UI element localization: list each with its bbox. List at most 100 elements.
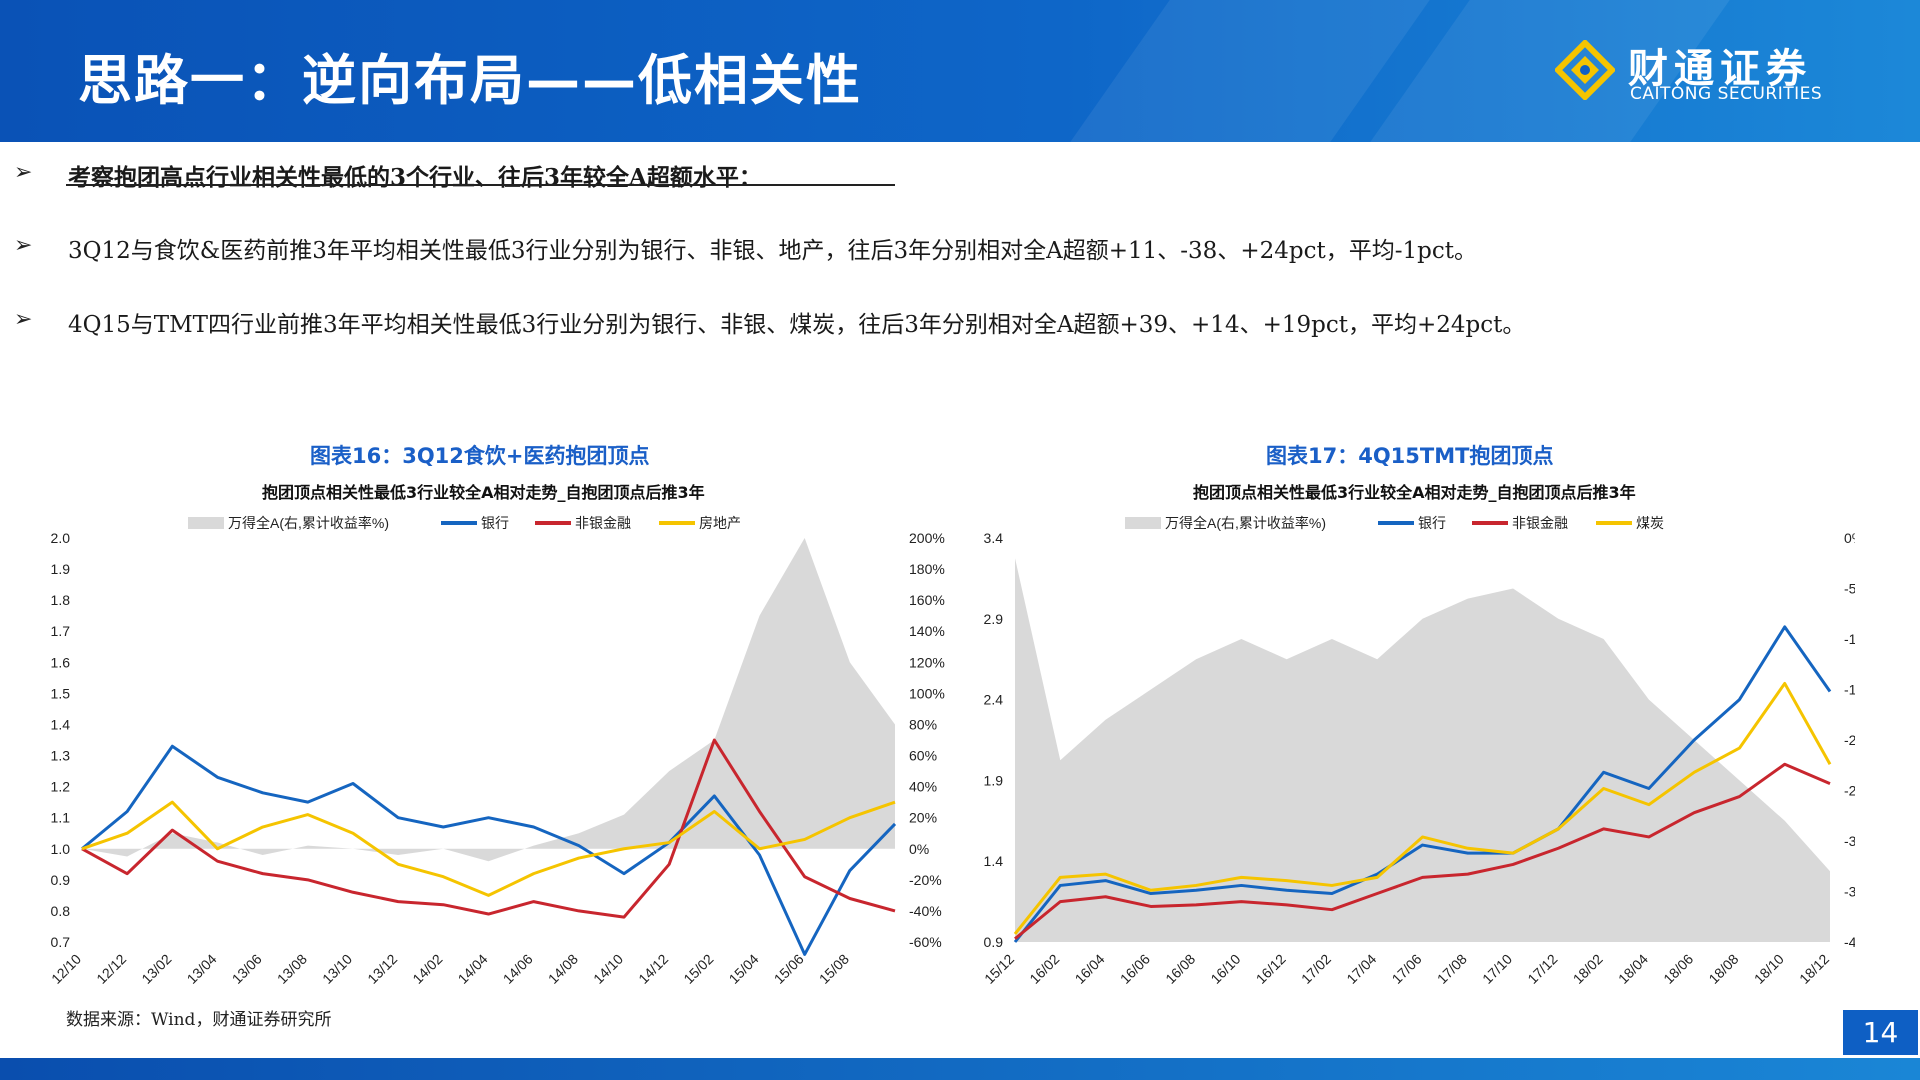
legend-label: 非银金融 [1512,515,1568,531]
x-tick-label: 15/12 [981,951,1017,987]
legend-swatch [1125,517,1161,529]
bullet-text-1: 3Q12与食饮&医药前推3年平均相关性最低3行业分别为银行、非银、地产，往后3年… [68,238,1477,264]
legend-label: 万得全A(右,累计收益率%) [228,515,389,531]
caitong-logo-icon [1555,40,1615,100]
y2-tick-label: 140% [909,623,945,639]
x-tick-label: 14/12 [635,951,671,987]
y-tick-label: 2.0 [51,530,71,546]
y2-tick-label: -5% [1844,581,1855,597]
y2-tick-label: 0% [909,841,929,857]
y2-tick-label: 60% [909,748,937,764]
y-tick-label: 0.9 [984,934,1004,950]
x-tick-label: 15/02 [680,951,716,987]
x-tick-label: 16/12 [1253,951,1289,987]
x-tick-label: 13/08 [274,951,310,987]
heading-underline [66,184,895,186]
chart-right: 0.9 1.4 1.9 2.4 2.9 3.4 -40% -35% -30% -25% -20% -1… [981,515,1855,987]
x-tick-label: 14/10 [590,951,626,987]
legend-swatch [188,517,224,529]
chart-subtitle: 抱团顶点相关性最低3行业较全A相对走势_自抱团顶点后推3年 [1193,483,1636,502]
bullet-marker: ➢ [14,307,33,332]
x-tick-label: 16/10 [1207,951,1243,987]
y-tick-label: 1.6 [51,654,71,670]
y2-tick-label: 80% [909,716,937,732]
y2-tick-label: 20% [909,810,937,826]
bullet-heading: 考察抱团高点行业相关性最低的3个行业、往后3年较全A超额水平： [68,164,762,191]
x-tick-label: 14/08 [545,951,581,987]
x-tick-label: 13/04 [184,951,220,987]
y-tick-label: 1.9 [984,772,1004,788]
y2-tick-label: -35% [1844,884,1855,900]
x-tick-label: 16/02 [1026,951,1062,987]
legend-label: 房地产 [699,515,741,531]
line-series-1 [1013,625,1832,943]
x-tick-label: 15/04 [726,951,762,987]
header-bar: 思路一：逆向布局——低相关性 财通证券 CAITONG SECURITIES [0,0,1920,142]
x-tick-label: 17/02 [1298,951,1334,987]
x-tick-label: 14/04 [455,951,491,987]
y-tick-label: 1.0 [51,841,71,857]
x-tick-label: 16/06 [1117,951,1153,987]
header-decoration [1070,0,1430,142]
x-tick-label: 18/02 [1570,951,1606,987]
y2-tick-label: -30% [1844,833,1855,849]
y-tick-label: 1.1 [51,810,71,826]
bullet-text-2: 4Q15与TMT四行业前推3年平均相关性最低3行业分别为银行、非银、煤炭，往后3… [68,312,1526,338]
x-tick-label: 15/06 [771,951,807,987]
y2-tick-label: 120% [909,654,945,670]
x-tick-label: 15/08 [816,951,852,987]
bullet-marker: ➢ [14,233,33,258]
y-tick-label: 3.4 [984,530,1004,546]
x-tick-label: 17/08 [1434,951,1470,987]
y-tick-label: 1.5 [51,685,71,701]
x-tick-label: 14/02 [409,951,445,987]
y-tick-label: 1.8 [51,592,71,608]
y2-tick-label: -20% [909,872,942,888]
y-tick-label: 1.3 [51,748,71,764]
y-tick-label: 2.4 [984,692,1004,708]
y2-tick-label: 160% [909,592,945,608]
line-series-1 [81,744,897,956]
chart-subtitle: 抱团顶点相关性最低3行业较全A相对走势_自抱团顶点后推3年 [262,483,705,502]
y2-tick-label: 200% [909,530,945,546]
y2-tick-label: -20% [1844,732,1855,748]
y2-tick-label: 180% [909,561,945,577]
x-tick-label: 17/10 [1479,951,1515,987]
x-tick-label: 16/08 [1162,951,1198,987]
legend-label: 万得全A(右,累计收益率%) [1165,515,1326,531]
legend-label: 银行 [481,515,509,531]
page-number: 14 [1843,1010,1918,1055]
y2-tick-label: 40% [909,779,937,795]
line-series-3 [1013,681,1832,935]
x-tick-label: 18/08 [1705,951,1741,987]
y2-tick-label: -60% [909,934,942,950]
y2-tick-label: 0% [1844,530,1855,546]
x-tick-label: 12/12 [93,951,129,987]
area-series-wind-a [82,538,895,862]
line-series-2 [1014,762,1831,940]
legend-label: 非银金融 [575,515,631,531]
brand-name-cn: 财通证券 [1628,46,1812,92]
legend-label: 煤炭 [1636,515,1664,531]
x-tick-label: 16/04 [1072,951,1108,987]
y-tick-label: 1.4 [984,853,1004,869]
x-tick-label: 17/04 [1343,951,1379,987]
y2-tick-label: -40% [1844,934,1855,950]
x-tick-label: 18/06 [1660,951,1696,987]
x-tick-label: 13/10 [319,951,355,987]
chart-left: 0.7 0.8 0.9 1.0 1.1 1.2 1.3 1.4 1.5 1.6 1.7 1.8 1.9 2… [48,515,945,987]
y-tick-label: 0.9 [51,872,71,888]
x-tick-label: 13/12 [364,951,400,987]
source-note: 数据来源：Wind，财通证券研究所 [66,1010,332,1030]
x-tick-label: 17/06 [1389,951,1425,987]
chart-title: 图表16：3Q12食饮+医药抱团顶点 [310,444,650,468]
y-tick-label: 1.4 [51,716,71,732]
line-series-2 [81,738,896,919]
area-series-wind-a [1015,558,1830,942]
y2-tick-label: -15% [1844,682,1855,698]
x-tick-label: 18/12 [1796,951,1832,987]
y-tick-label: 0.8 [51,903,71,919]
line-series-3 [81,800,896,897]
y2-tick-label: -25% [1844,783,1855,799]
x-tick-label: 17/12 [1524,951,1560,987]
